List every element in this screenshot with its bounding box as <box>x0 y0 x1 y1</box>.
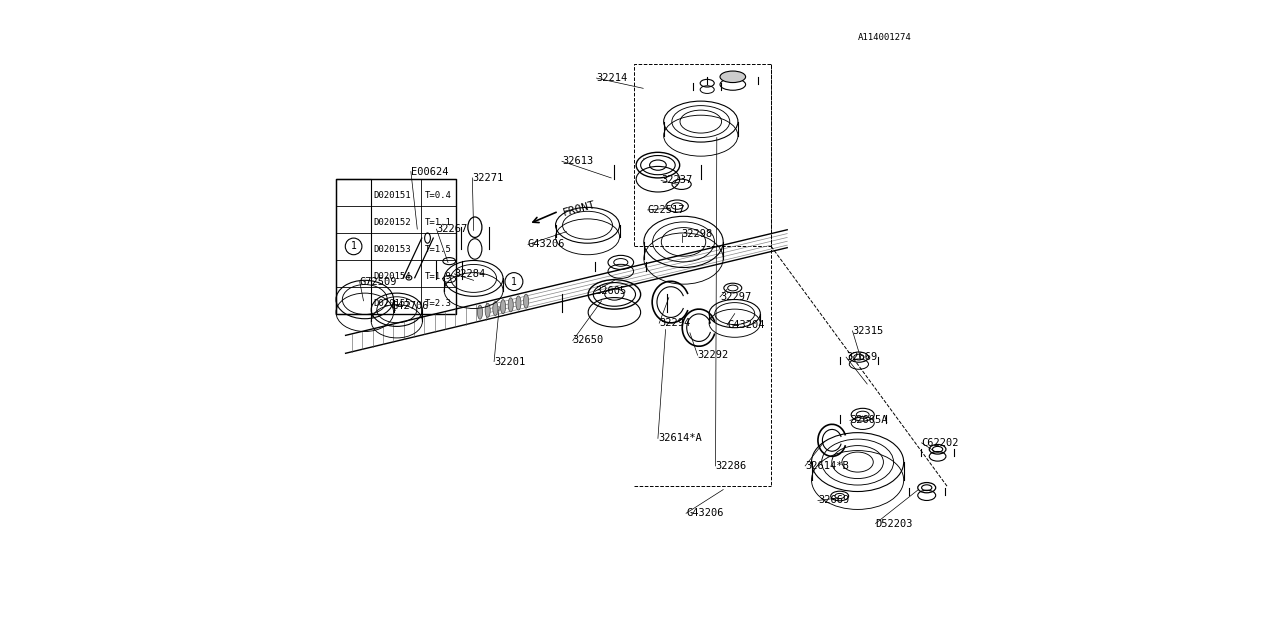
Text: 32201: 32201 <box>494 356 525 367</box>
Text: 32298: 32298 <box>681 228 713 239</box>
Ellipse shape <box>524 294 529 308</box>
Text: G42706: G42706 <box>392 301 429 311</box>
Text: T=2.3: T=2.3 <box>425 299 451 308</box>
Bar <box>335 179 371 314</box>
Text: 32614*B: 32614*B <box>805 461 849 471</box>
Text: 32669: 32669 <box>818 495 849 506</box>
Text: 32237: 32237 <box>662 175 692 186</box>
Text: G43204: G43204 <box>727 320 764 330</box>
Text: D020151: D020151 <box>374 191 411 200</box>
Ellipse shape <box>516 296 521 310</box>
Text: 32613: 32613 <box>562 156 593 166</box>
Text: 32669: 32669 <box>846 352 877 362</box>
Text: T=1.5: T=1.5 <box>425 245 451 254</box>
Ellipse shape <box>500 300 506 314</box>
Text: 32297: 32297 <box>719 292 751 302</box>
Text: T=1.9: T=1.9 <box>425 272 451 281</box>
Text: 32271: 32271 <box>472 173 503 183</box>
Text: G43206: G43206 <box>686 508 723 518</box>
Text: 32214: 32214 <box>596 73 627 83</box>
Ellipse shape <box>508 298 513 312</box>
Ellipse shape <box>477 305 483 319</box>
Text: D52203: D52203 <box>876 518 913 529</box>
Text: 32650: 32650 <box>573 335 604 346</box>
Ellipse shape <box>485 303 490 317</box>
Bar <box>335 179 457 314</box>
Text: G72509: G72509 <box>360 276 397 287</box>
Text: 32292: 32292 <box>698 350 728 360</box>
Text: 1: 1 <box>511 276 517 287</box>
Text: D020153: D020153 <box>374 245 411 254</box>
Text: 32294: 32294 <box>659 318 690 328</box>
Text: A114001274: A114001274 <box>859 33 911 42</box>
Text: G43206: G43206 <box>529 239 566 250</box>
Text: 1: 1 <box>351 241 357 252</box>
Text: 32286: 32286 <box>716 461 746 471</box>
Text: 32605: 32605 <box>595 286 626 296</box>
Text: 32614*A: 32614*A <box>658 433 701 444</box>
Text: D020152: D020152 <box>374 218 411 227</box>
Text: 32315: 32315 <box>852 326 883 336</box>
Text: G22517: G22517 <box>648 205 685 215</box>
Text: C62202: C62202 <box>922 438 959 448</box>
Text: E00624: E00624 <box>411 166 448 177</box>
Text: D020154: D020154 <box>374 272 411 281</box>
Text: 32267: 32267 <box>436 224 467 234</box>
Text: D020155: D020155 <box>374 299 411 308</box>
Text: T=0.4: T=0.4 <box>425 191 451 200</box>
Ellipse shape <box>493 301 498 316</box>
Text: T=1.1: T=1.1 <box>425 218 451 227</box>
Ellipse shape <box>719 71 745 83</box>
Text: 32605A: 32605A <box>850 415 887 426</box>
Text: 32284: 32284 <box>454 269 485 279</box>
Text: FRONT: FRONT <box>562 199 596 218</box>
